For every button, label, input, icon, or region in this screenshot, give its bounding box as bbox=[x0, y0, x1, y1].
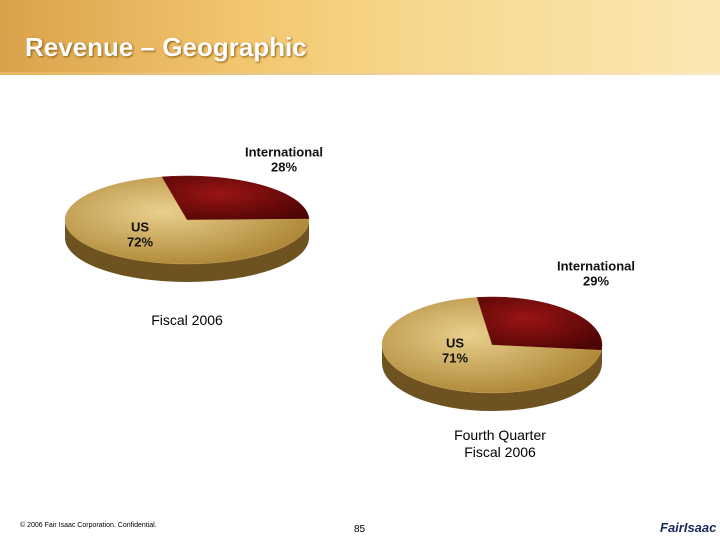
header-rule bbox=[0, 72, 720, 75]
footer: © 2006 Fair Isaac Corporation. Confident… bbox=[20, 522, 157, 529]
page-number: 85 bbox=[354, 524, 366, 535]
slice-value-label: 72% bbox=[127, 234, 153, 249]
pie-side bbox=[382, 345, 602, 411]
pie-side bbox=[65, 220, 309, 282]
header-banner bbox=[0, 0, 720, 72]
pie-slice bbox=[64, 176, 310, 265]
slice-label: US bbox=[446, 335, 464, 350]
pie-slice bbox=[476, 296, 603, 351]
slice-label: US bbox=[131, 219, 149, 234]
slice-value-label: 28% bbox=[271, 159, 297, 174]
pie-slice bbox=[381, 297, 602, 394]
slice-label: International bbox=[245, 144, 323, 159]
slice-value-label: 29% bbox=[583, 273, 609, 288]
slide-title: Revenue – Geographic bbox=[25, 32, 307, 62]
chart-title: Fourth Quarter Fiscal 2006 bbox=[454, 427, 546, 460]
chart-title: Fiscal 2006 bbox=[151, 312, 223, 328]
slice-label: International bbox=[557, 258, 635, 273]
slice-value-label: 71% bbox=[442, 350, 468, 365]
pie-slice bbox=[161, 175, 310, 221]
logo: FairIsaac bbox=[660, 520, 717, 535]
